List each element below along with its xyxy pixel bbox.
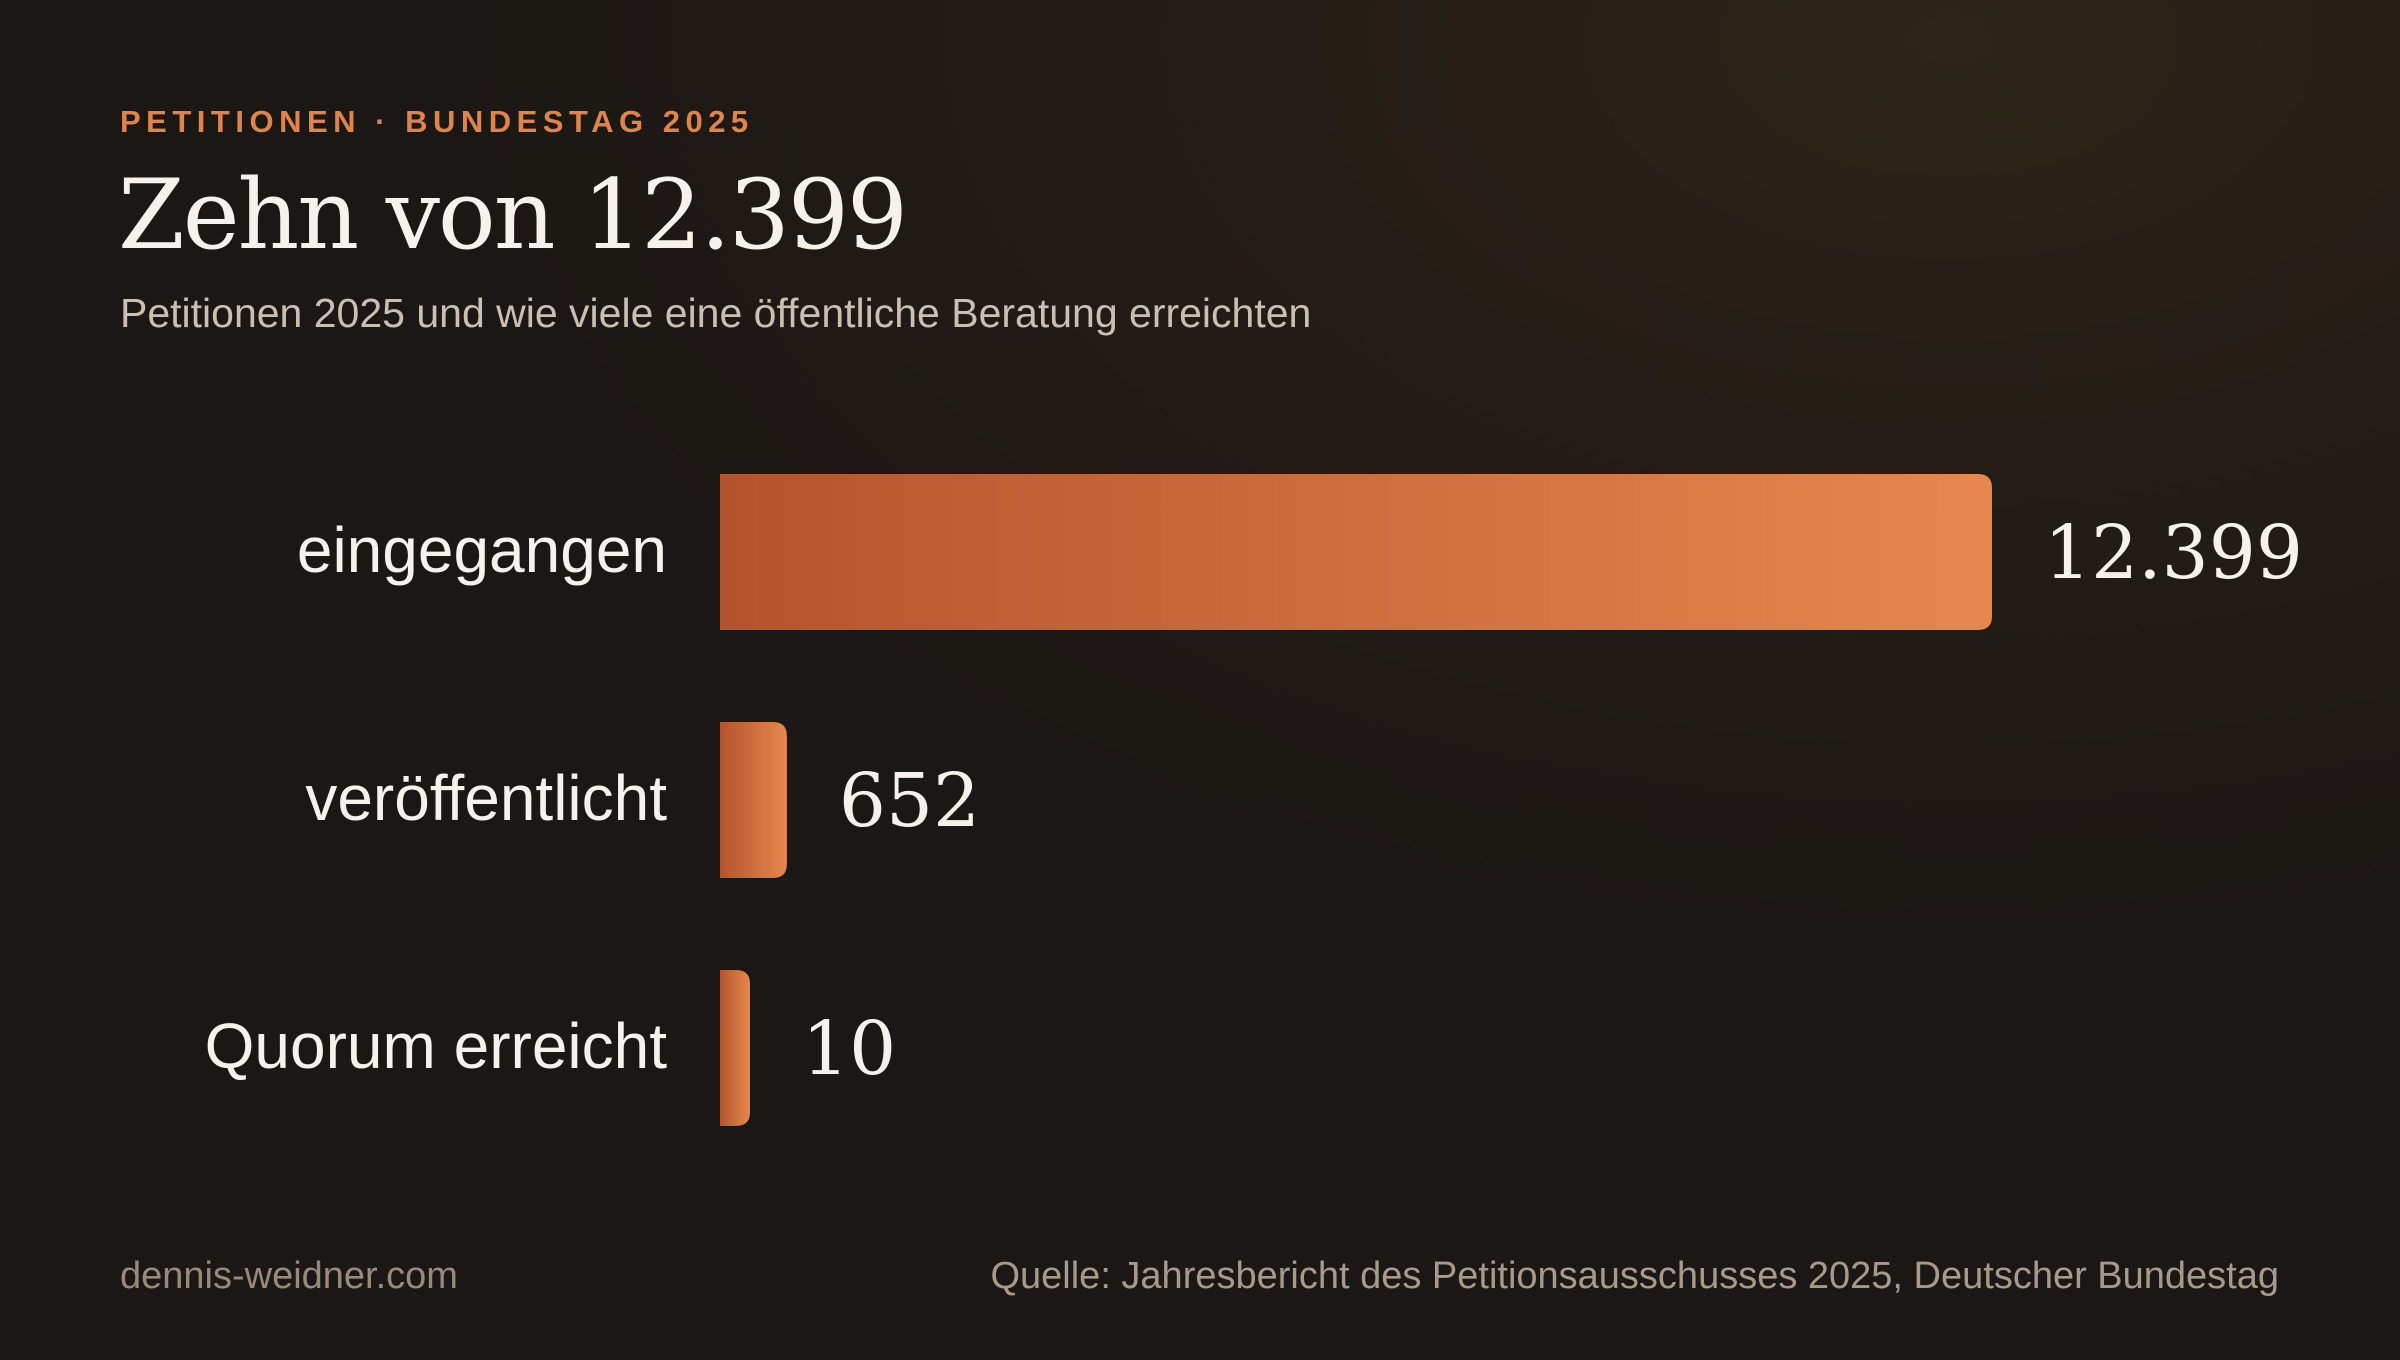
- chart-title: Zehn von 12.399: [118, 159, 908, 271]
- category-label: veröffentlicht: [305, 762, 667, 834]
- kicker-label: PETITIONEN · BUNDESTAG 2025: [120, 104, 754, 139]
- category-label: Quorum erreicht: [205, 1010, 668, 1082]
- value-label: 652: [839, 758, 980, 844]
- category-label: eingegangen: [297, 514, 667, 586]
- chart-subtitle: Petitionen 2025 und wie viele eine öffen…: [120, 290, 1312, 336]
- value-label: 12.399: [2044, 510, 2303, 596]
- bar: [720, 474, 1992, 630]
- bars-group: eingegangen 12.399 veröffentlicht 652 Quorum…: [205, 474, 2303, 1126]
- bar: [720, 722, 787, 878]
- value-label: 10: [802, 1006, 896, 1092]
- bar: [720, 970, 750, 1126]
- site-credit: dennis-weidner.com: [120, 1255, 458, 1297]
- source-note: Quelle: Jahresbericht des Petitionsaussc…: [990, 1255, 2279, 1297]
